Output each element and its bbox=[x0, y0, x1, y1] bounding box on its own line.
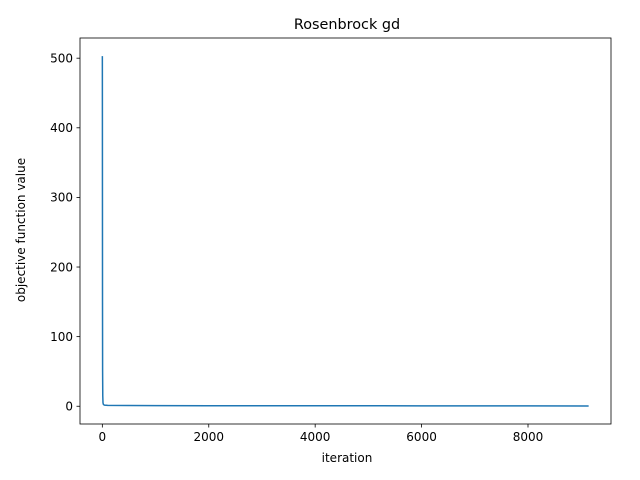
axes-frame bbox=[79, 37, 612, 425]
y-tick-label: 100 bbox=[50, 330, 73, 344]
y-tick-label: 300 bbox=[50, 191, 73, 205]
y-axis-ticks: 0 100 200 300 400 500 bbox=[50, 51, 80, 414]
y-tick-label: 200 bbox=[50, 260, 73, 274]
x-tick-label: 0 bbox=[99, 430, 107, 444]
x-axis-label: iteration bbox=[322, 451, 373, 465]
y-tick-label: 400 bbox=[50, 121, 73, 135]
chart-title: Rosenbrock gd bbox=[294, 17, 400, 33]
x-tick-label: 6000 bbox=[406, 430, 437, 444]
x-tick-label: 4000 bbox=[300, 430, 331, 444]
x-tick-label: 2000 bbox=[193, 430, 224, 444]
x-tick-label: 8000 bbox=[513, 430, 544, 444]
plot-area bbox=[101, 56, 589, 407]
series-line-0 bbox=[101, 56, 589, 407]
y-tick-label: 0 bbox=[65, 400, 73, 414]
x-axis-ticks: 0 2000 4000 6000 8000 bbox=[99, 424, 544, 444]
y-tick-label: 500 bbox=[50, 51, 73, 65]
y-axis-label: objective function value bbox=[14, 158, 28, 302]
